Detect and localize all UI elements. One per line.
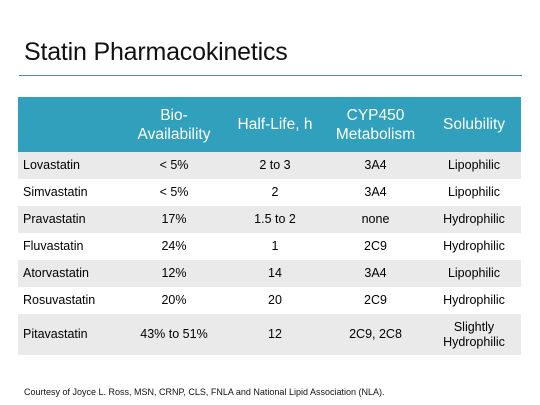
cell-cyp450: 2C9: [324, 233, 427, 260]
table-row: Simvastatin < 5% 2 3A4 Lipophilic: [18, 179, 521, 206]
slide-title: Statin Pharmacokinetics: [24, 38, 288, 66]
cell-solubility-line1: Hydrophilic: [443, 293, 505, 307]
cell-half-life: 1.5 to 2: [226, 206, 324, 233]
cell-solubility: Hydrophilic: [427, 287, 521, 314]
cell-bioavailability: 17%: [122, 206, 226, 233]
statin-pharmacokinetics-table: Bio- Availability Half-Life, h CYP450 Me…: [18, 97, 521, 355]
cell-bioavailability: < 5%: [122, 179, 226, 206]
cell-solubility: Hydrophilic: [427, 233, 521, 260]
cell-cyp450: none: [324, 206, 427, 233]
cell-half-life: 2 to 3: [226, 152, 324, 179]
cell-solubility-line1: Hydrophilic: [443, 239, 505, 253]
cell-solubility: Lipophilic: [427, 179, 521, 206]
header-cyp450-line2: Metabolism: [335, 125, 416, 143]
cell-bioavailability: 24%: [122, 233, 226, 260]
cell-drug: Rosuvastatin: [18, 287, 122, 314]
cell-drug: Fluvastatin: [18, 233, 122, 260]
cell-solubility: Lipophilic: [427, 152, 521, 179]
table-row: Lovastatin < 5% 2 to 3 3A4 Lipophilic: [18, 152, 521, 179]
header-solubility: Solubility: [427, 97, 521, 152]
cell-solubility-line1: Slightly: [453, 319, 495, 334]
cell-half-life: 2: [226, 179, 324, 206]
table-row: Fluvastatin 24% 1 2C9 Hydrophilic: [18, 233, 521, 260]
title-divider: [19, 75, 522, 76]
cell-half-life: 1: [226, 233, 324, 260]
table-row: Atorvastatin 12% 14 3A4 Lipophilic: [18, 260, 521, 287]
table-row: Pitavastatin 43% to 51% 12 2C9, 2C8 Slig…: [18, 314, 521, 355]
header-half-life: Half-Life, h: [226, 97, 324, 152]
cell-solubility-line1: Lipophilic: [447, 266, 501, 280]
header-solubility-line2: Solubility: [442, 116, 506, 133]
cell-cyp450: 3A4: [324, 179, 427, 206]
cell-cyp450: 3A4: [324, 152, 427, 179]
cell-drug: Lovastatin: [18, 152, 122, 179]
cell-half-life: 12: [226, 314, 324, 355]
cell-cyp450: 2C9: [324, 287, 427, 314]
cell-bioavailability: 43% to 51%: [122, 314, 226, 355]
cell-solubility-line1: Lipophilic: [447, 158, 501, 172]
cell-drug: Simvastatin: [18, 179, 122, 206]
cell-solubility: Hydrophilic: [427, 206, 521, 233]
header-drug: [18, 97, 122, 152]
table-row: Rosuvastatin 20% 20 2C9 Hydrophilic: [18, 287, 521, 314]
header-bioavailability-line1: Bio-: [160, 106, 188, 124]
cell-drug: Pitavastatin: [18, 314, 122, 355]
cell-solubility: Slightly Hydrophilic: [427, 314, 521, 355]
cell-bioavailability: < 5%: [122, 152, 226, 179]
cell-solubility-line1: Lipophilic: [447, 185, 501, 199]
header-cyp450: CYP450 Metabolism: [324, 97, 427, 152]
header-half-life-line2: Half-Life, h: [237, 116, 313, 133]
footnote-credit: Courtesy of Joyce L. Ross, MSN, CRNP, CL…: [24, 387, 385, 397]
cell-cyp450: 2C9, 2C8: [324, 314, 427, 355]
cell-solubility-line1: Hydrophilic: [443, 212, 505, 226]
cell-half-life: 14: [226, 260, 324, 287]
cell-solubility-line2: Hydrophilic: [443, 334, 505, 349]
header-cyp450-line1: CYP450: [346, 106, 405, 124]
cell-cyp450: 3A4: [324, 260, 427, 287]
header-bioavailability: Bio- Availability: [122, 97, 226, 152]
cell-half-life: 20: [226, 287, 324, 314]
cell-solubility: Lipophilic: [427, 260, 521, 287]
cell-bioavailability: 12%: [122, 260, 226, 287]
cell-bioavailability: 20%: [122, 287, 226, 314]
cell-drug: Pravastatin: [18, 206, 122, 233]
table-header-row: Bio- Availability Half-Life, h CYP450 Me…: [18, 97, 521, 152]
cell-drug: Atorvastatin: [18, 260, 122, 287]
header-bioavailability-line2: Availability: [137, 125, 211, 143]
table-row: Pravastatin 17% 1.5 to 2 none Hydrophili…: [18, 206, 521, 233]
